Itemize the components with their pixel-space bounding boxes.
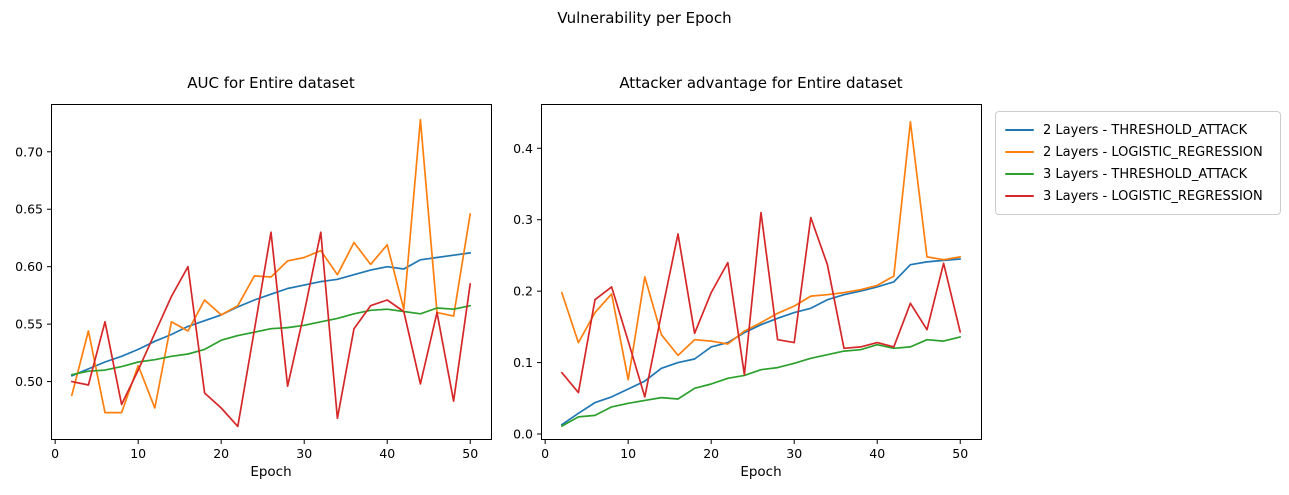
x-tick-label: 50 xyxy=(952,446,968,461)
legend-line-swatch-green xyxy=(1005,172,1034,176)
legend-item: 2 Layers - LOGISTIC_REGRESSION xyxy=(1005,141,1271,163)
y-tick-label: 0.0 xyxy=(513,427,533,442)
x-tick-label: 40 xyxy=(869,446,885,461)
x-tick-label: 10 xyxy=(130,446,146,461)
x-tick-label: 30 xyxy=(296,446,312,461)
y-tick-label: 0.3 xyxy=(513,212,533,227)
legend-line-swatch-blue xyxy=(1005,128,1034,132)
left-chart-title: AUC for Entire dataset xyxy=(187,74,355,92)
x-tick-label: 10 xyxy=(620,446,636,461)
y-tick-label: 0.1 xyxy=(513,355,533,370)
figure-suptitle: Vulnerability per Epoch xyxy=(557,9,732,27)
series-line-2-layers-logistic-regression xyxy=(70,118,472,414)
series-line-2-layers-threshold-attack xyxy=(560,258,962,426)
series-line-3-layers-logistic-regression xyxy=(560,211,962,398)
x-tick-label: 20 xyxy=(213,446,229,461)
series-line-2-layers-logistic-regression xyxy=(560,121,962,381)
series-line-3-layers-logistic-regression xyxy=(70,231,472,428)
legend: 2 Layers - THRESHOLD_ATTACK 2 Layers - L… xyxy=(995,111,1281,215)
legend-item: 2 Layers - THRESHOLD_ATTACK xyxy=(1005,119,1271,141)
legend-label: 3 Layers - THRESHOLD_ATTACK xyxy=(1043,166,1248,182)
right-chart-title: Attacker advantage for Entire dataset xyxy=(619,74,903,92)
legend-line-swatch-red xyxy=(1005,194,1034,198)
y-tick-label: 0.70 xyxy=(15,144,43,159)
axes-frame-0 xyxy=(51,104,492,440)
y-tick-label: 0.4 xyxy=(513,141,533,156)
y-tick-label: 0.50 xyxy=(15,374,43,389)
legend-label: 2 Layers - LOGISTIC_REGRESSION xyxy=(1043,144,1263,160)
series-line-2-layers-threshold-attack xyxy=(70,252,472,377)
x-tick-label: 50 xyxy=(462,446,478,461)
series-line-3-layers-threshold-attack xyxy=(560,336,962,427)
legend-line-swatch-orange xyxy=(1005,150,1034,154)
axes-frame-1 xyxy=(541,104,982,440)
y-tick-label: 0.65 xyxy=(15,202,43,217)
x-tick-label: 0 xyxy=(51,446,59,461)
legend-label: 2 Layers - THRESHOLD_ATTACK xyxy=(1043,122,1248,138)
legend-label: 3 Layers - LOGISTIC_REGRESSION xyxy=(1043,188,1263,204)
y-tick-label: 0.2 xyxy=(513,284,533,299)
legend-item: 3 Layers - THRESHOLD_ATTACK xyxy=(1005,163,1271,185)
right-chart-xlabel: Epoch xyxy=(740,464,782,480)
y-tick-label: 0.60 xyxy=(15,259,43,274)
x-tick-label: 0 xyxy=(541,446,549,461)
left-chart-xlabel: Epoch xyxy=(250,464,292,480)
x-tick-label: 20 xyxy=(703,446,719,461)
x-tick-label: 40 xyxy=(379,446,395,461)
legend-item: 3 Layers - LOGISTIC_REGRESSION xyxy=(1005,185,1271,207)
y-tick-label: 0.55 xyxy=(15,317,43,332)
x-tick-label: 30 xyxy=(786,446,802,461)
